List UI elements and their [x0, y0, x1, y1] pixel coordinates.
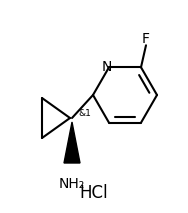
Text: F: F	[142, 32, 150, 46]
Text: HCl: HCl	[80, 184, 108, 202]
Text: NH₂: NH₂	[59, 177, 85, 191]
Polygon shape	[64, 122, 80, 163]
Text: &1: &1	[78, 109, 91, 118]
Text: N: N	[102, 60, 112, 74]
